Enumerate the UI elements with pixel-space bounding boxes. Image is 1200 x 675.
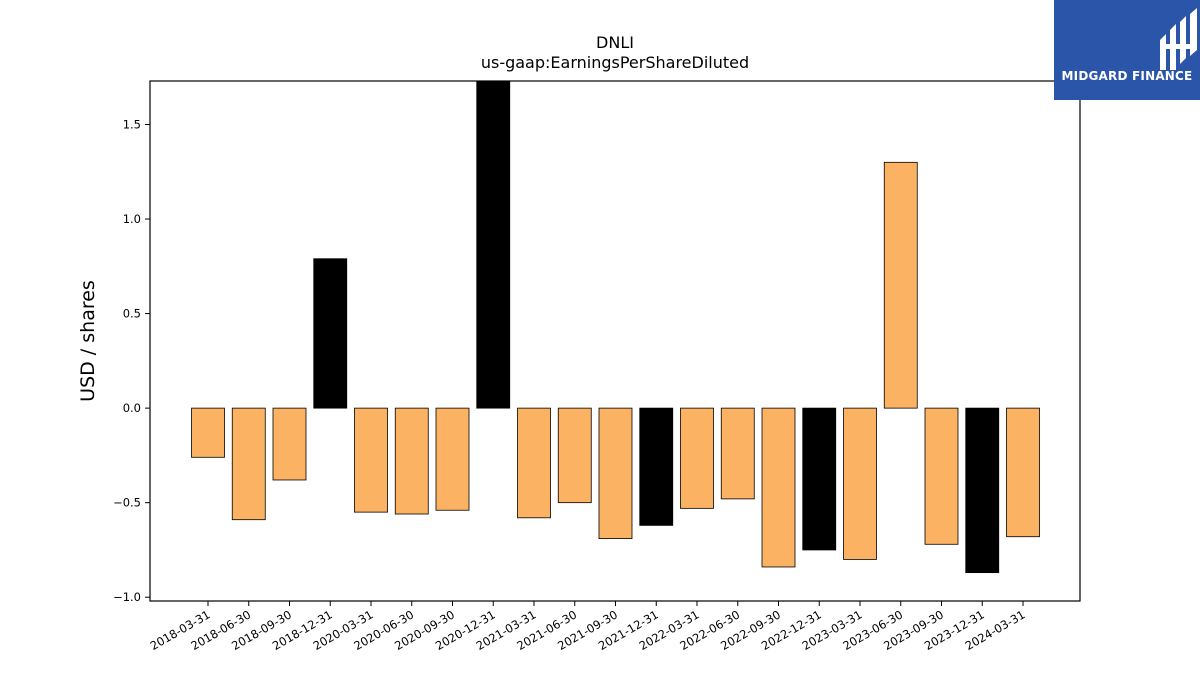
bar-2018-06-30 xyxy=(231,407,266,521)
logo-text: MIDGARD FINANCE xyxy=(1061,69,1193,83)
bar-2022-06-30 xyxy=(720,407,755,500)
bar-2021-12-31 xyxy=(639,407,674,526)
midgard-logo-mark-icon xyxy=(1160,8,1197,70)
y-tick-label: −0.5 xyxy=(113,496,141,510)
bar-2018-12-31 xyxy=(313,258,348,409)
bar-2018-03-31 xyxy=(191,407,225,458)
y-tick-label: 1.5 xyxy=(123,117,141,131)
y-tick-label: 1.0 xyxy=(123,212,141,226)
bars-layer xyxy=(191,80,1040,574)
y-axis-label: USD / shares xyxy=(77,280,99,402)
y-tick-label: 0.0 xyxy=(123,401,141,415)
bar-2023-06-30 xyxy=(883,161,918,409)
y-tick-label: 0.5 xyxy=(123,307,141,321)
bar-2020-12-31 xyxy=(476,80,511,409)
bar-2020-06-30 xyxy=(394,407,429,515)
axes-layer: 2018-03-312018-06-302018-09-302018-12-31… xyxy=(113,80,1081,653)
midgard-finance-logo: MIDGARD FINANCE xyxy=(1054,0,1200,100)
bar-2020-09-30 xyxy=(435,407,470,511)
chart-subtitle: us-gaap:EarningsPerShareDiluted xyxy=(481,53,749,72)
bar-2022-03-31 xyxy=(680,407,714,509)
bar-2022-09-30 xyxy=(761,407,796,568)
bar-2020-03-31 xyxy=(354,407,388,513)
bar-2021-03-31 xyxy=(517,407,551,519)
chart-title: DNLI xyxy=(596,33,634,52)
bar-2023-09-30 xyxy=(924,407,959,545)
bar-2018-09-30 xyxy=(272,407,307,481)
bar-2023-03-31 xyxy=(843,407,877,560)
bar-2024-03-31 xyxy=(1006,407,1040,538)
bar-2022-12-31 xyxy=(802,407,837,551)
bar-2021-06-30 xyxy=(557,407,592,504)
bar-2021-09-30 xyxy=(598,407,633,540)
y-tick-label: −1.0 xyxy=(113,590,141,604)
bar-2023-12-31 xyxy=(965,407,1000,574)
plot-frame xyxy=(149,80,1081,602)
